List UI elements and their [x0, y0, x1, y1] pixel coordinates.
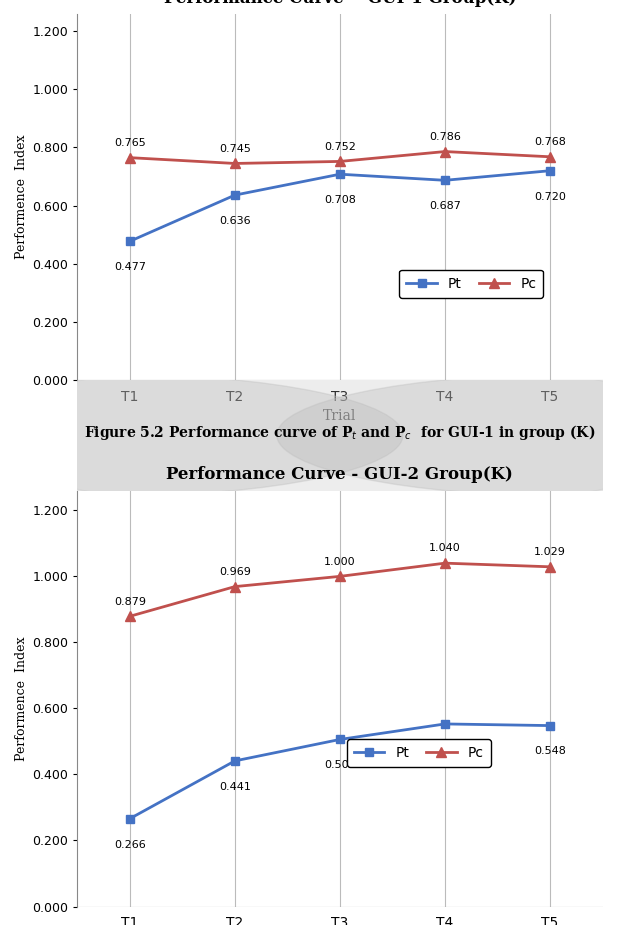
Circle shape	[0, 358, 618, 512]
Text: 0.768: 0.768	[534, 137, 566, 147]
X-axis label: Trial: Trial	[323, 409, 357, 423]
Text: 0.720: 0.720	[534, 191, 566, 202]
Text: 0.441: 0.441	[219, 782, 251, 792]
Y-axis label: Performence  Index: Performence Index	[15, 135, 28, 259]
Title: Performance Curve - GUI-2 Group(K): Performance Curve - GUI-2 Group(K)	[166, 466, 514, 484]
Text: Figure 5.2 Performance curve of P$_t$ and P$_c$  for GUI-1 in group (K): Figure 5.2 Performance curve of P$_t$ an…	[84, 424, 596, 442]
Text: 0.553: 0.553	[429, 745, 461, 755]
Text: 0.548: 0.548	[534, 746, 566, 757]
Y-axis label: Performence  Index: Performence Index	[15, 636, 28, 760]
Circle shape	[0, 375, 403, 496]
Text: 0.636: 0.636	[219, 216, 251, 226]
Text: 0.266: 0.266	[114, 840, 146, 849]
Text: 0.687: 0.687	[429, 201, 461, 211]
Text: 0.879: 0.879	[114, 597, 146, 607]
Text: 0.765: 0.765	[114, 138, 146, 148]
Text: 0.708: 0.708	[324, 195, 356, 205]
Text: 0.506: 0.506	[324, 760, 356, 771]
Legend: Pt, Pc: Pt, Pc	[399, 270, 543, 298]
Text: 0.745: 0.745	[219, 143, 251, 154]
Text: 1.000: 1.000	[324, 557, 356, 567]
Text: 0.477: 0.477	[114, 262, 146, 272]
Title: Performance Curve -  GUI-1 Group(K): Performance Curve - GUI-1 Group(K)	[164, 0, 516, 6]
Circle shape	[277, 375, 618, 496]
Legend: Pt, Pc: Pt, Pc	[347, 739, 491, 767]
Text: 1.029: 1.029	[534, 547, 566, 557]
Text: 0.752: 0.752	[324, 142, 356, 152]
Text: 0.969: 0.969	[219, 567, 251, 577]
Text: 1.040: 1.040	[429, 544, 461, 553]
Text: 0.786: 0.786	[429, 132, 461, 142]
